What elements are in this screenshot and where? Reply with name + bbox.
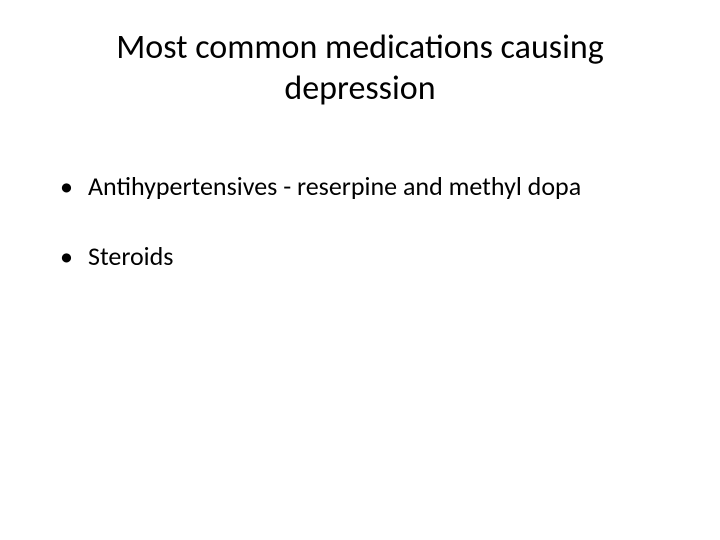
slide-title: Most common medications causing depressi… bbox=[50, 28, 670, 110]
bullet-item: Steroids bbox=[60, 240, 670, 273]
bullet-item: Antihypertensives - reserpine and methyl… bbox=[60, 170, 670, 203]
bullet-text: Antihypertensives - reserpine and methyl… bbox=[88, 170, 581, 202]
slide-container: Most common medications causing depressi… bbox=[0, 0, 720, 540]
bullet-list: Antihypertensives - reserpine and methyl… bbox=[50, 170, 670, 273]
bullet-text: Steroids bbox=[88, 240, 173, 272]
